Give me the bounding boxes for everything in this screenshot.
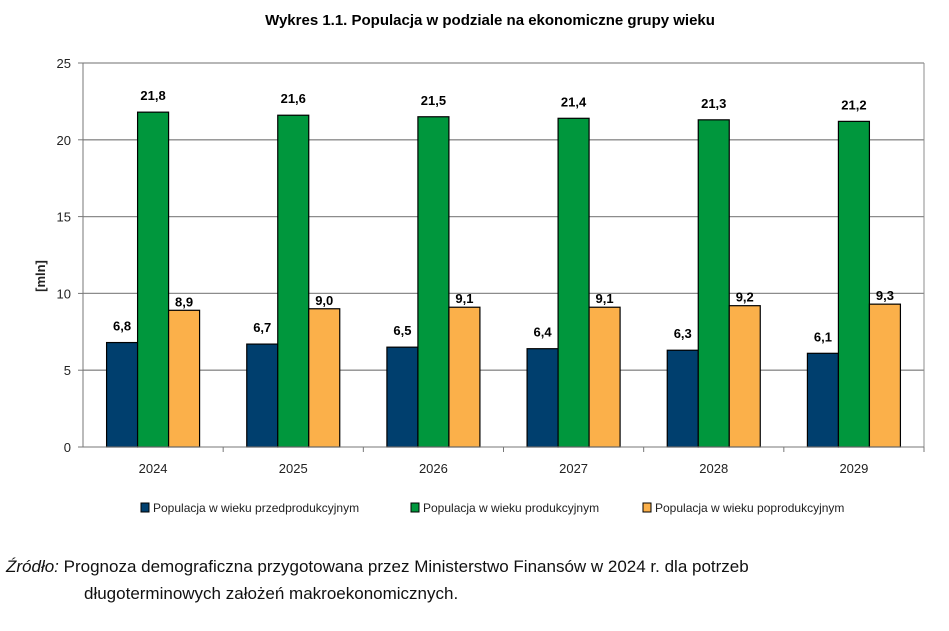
legend-swatch <box>140 502 150 513</box>
bar <box>697 119 730 448</box>
x-tick-label: 2024 <box>139 461 168 476</box>
data-label: 9,1 <box>455 291 473 306</box>
bar <box>448 306 481 448</box>
source-label: Źródło: <box>6 557 59 576</box>
x-tick-label: 2029 <box>839 461 868 476</box>
bar <box>837 120 871 448</box>
legend-label: Populacja w wieku poprodukcyjnym <box>655 501 844 515</box>
data-label: 6,4 <box>534 325 553 340</box>
legend-swatch <box>642 502 652 513</box>
data-label: 6,3 <box>674 326 692 341</box>
chart-title: Wykres 1.1. Populacja w podziale na ekon… <box>265 12 715 29</box>
bar <box>666 349 699 448</box>
source-note: Źródło: Prognoza demograficzna przygotow… <box>6 553 906 607</box>
bar <box>386 346 419 448</box>
x-tick-label: 2028 <box>699 461 728 476</box>
y-tick-label: 15 <box>57 210 71 225</box>
data-label: 21,8 <box>140 88 165 103</box>
y-tick-label: 0 <box>64 440 71 455</box>
data-label: 21,6 <box>281 91 306 106</box>
source-line-1: Prognoza demograficzna przygotowana prze… <box>58 557 749 576</box>
bar <box>246 343 279 448</box>
data-label: 6,1 <box>814 329 832 344</box>
data-label: 9,1 <box>596 291 614 306</box>
data-label: 8,9 <box>175 294 193 309</box>
y-axis-label: [mln] <box>33 260 48 292</box>
bar <box>167 309 201 448</box>
bar <box>136 111 170 448</box>
data-label: 9,0 <box>315 293 333 308</box>
y-tick-label: 25 <box>57 56 71 71</box>
data-label: 9,2 <box>736 290 754 305</box>
bar <box>526 348 559 448</box>
data-label: 21,3 <box>701 96 726 111</box>
y-tick-label: 10 <box>57 286 71 301</box>
bar-chart: Wykres 1.1. Populacja w podziale na ekon… <box>33 12 925 515</box>
bar <box>105 341 139 448</box>
y-tick-label: 5 <box>64 363 71 378</box>
legend-label: Populacja w wieku przedprodukcyjnym <box>153 501 359 515</box>
x-tick-label: 2026 <box>419 461 448 476</box>
legend-label: Populacja w wieku produkcyjnym <box>423 501 599 515</box>
bar <box>308 308 341 448</box>
bar <box>277 114 310 448</box>
data-label: 9,3 <box>876 288 894 303</box>
legend-swatch <box>410 502 420 513</box>
data-label: 21,4 <box>561 94 587 109</box>
data-label: 21,2 <box>841 97 866 112</box>
bar <box>806 352 840 448</box>
bar <box>557 117 590 448</box>
bar <box>868 303 902 448</box>
data-label: 6,8 <box>113 319 131 334</box>
bar <box>728 305 761 448</box>
y-tick-label: 20 <box>57 133 71 148</box>
source-line-2: długoterminowych założeń makroekonomiczn… <box>84 584 459 603</box>
x-tick-label: 2027 <box>559 461 588 476</box>
bar <box>588 306 621 448</box>
bar <box>417 116 450 448</box>
x-tick-label: 2025 <box>279 461 308 476</box>
data-label: 6,5 <box>393 323 411 338</box>
data-label: 6,7 <box>253 320 271 335</box>
data-label: 21,5 <box>421 93 446 108</box>
